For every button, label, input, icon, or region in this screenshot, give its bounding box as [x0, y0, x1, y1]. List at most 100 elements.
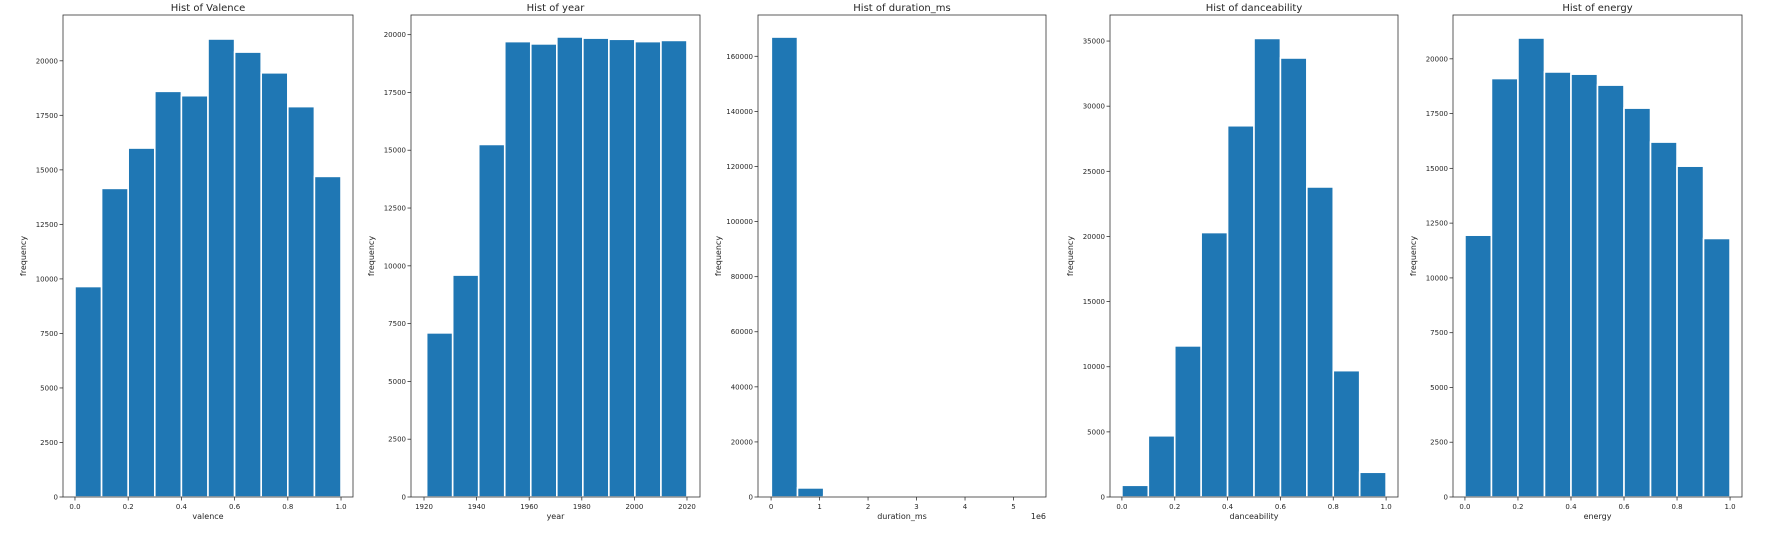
- x-tick-label: 1940: [468, 503, 486, 511]
- histogram-bar: [260, 71, 289, 498]
- y-tick-label: 2500: [40, 439, 58, 447]
- histogram-bar: [1279, 57, 1308, 498]
- x-tick-label: 0.0: [69, 503, 80, 511]
- y-tick-label: 7500: [388, 320, 406, 328]
- histogram-bar: [1490, 77, 1519, 498]
- histogram-bar: [582, 37, 610, 498]
- plot-frame: [1109, 14, 1399, 498]
- y-tick-label: 30000: [1083, 103, 1105, 111]
- histogram-bar: [451, 274, 480, 498]
- histogram-bar: [1200, 231, 1229, 498]
- histogram-bar: [608, 38, 636, 498]
- x-tick-label: 0.4: [1565, 503, 1577, 511]
- histogram-bar: [1464, 234, 1493, 498]
- histogram-bar: [1596, 84, 1625, 498]
- histogram-bar: [1676, 165, 1705, 498]
- y-tick-label: 17500: [1426, 110, 1448, 118]
- x-axis-label: duration_ms: [877, 512, 927, 521]
- histogram-bar: [1623, 107, 1652, 498]
- x-tick-label: 2020: [678, 503, 696, 511]
- chart-title: Hist of year: [527, 3, 586, 14]
- x-tick-label: 1: [817, 503, 821, 511]
- y-axis-label: frequency: [714, 236, 723, 276]
- histogram-bar: [1570, 73, 1599, 498]
- x-tick-label: 0.2: [1169, 503, 1180, 511]
- y-tick-label: 0: [1444, 494, 1448, 502]
- x-tick-label: 2: [866, 503, 870, 511]
- x-tick-label: 1920: [415, 503, 433, 511]
- histogram-bar: [529, 43, 558, 498]
- histogram-bar: [1517, 37, 1546, 498]
- y-tick-label: 2500: [1430, 439, 1448, 447]
- x-axis-label: energy: [1584, 512, 1612, 521]
- y-tick-label: 20000: [731, 438, 753, 446]
- histogram-bar: [1253, 37, 1282, 498]
- y-tick-label: 80000: [731, 273, 753, 281]
- histogram-bar: [287, 105, 316, 498]
- x-tick-label: 0.2: [123, 503, 134, 511]
- histogram-bar: [660, 39, 688, 498]
- y-tick-label: 100000: [726, 218, 753, 226]
- chart-title: Hist of energy: [1562, 3, 1632, 14]
- x-tick-label: 0.4: [176, 503, 188, 511]
- chart-panel-3: 0 1 2 3 4 5 0 20000 40000 60000 80000 100000 120000 1…: [714, 3, 1047, 521]
- x-tick-label: 0.6: [1618, 503, 1630, 511]
- y-tick-label: 12500: [36, 221, 58, 229]
- y-tick-label: 12500: [384, 205, 406, 213]
- histogram-bar: [503, 40, 532, 498]
- y-tick-label: 15000: [1083, 298, 1105, 306]
- chart-panel-4: 0.0 0.2 0.4 0.6 0.8 1.0 0 5000 10000 15000 20000 25…: [1066, 3, 1399, 521]
- y-tick-label: 5000: [388, 378, 406, 386]
- histogram-bar: [770, 36, 799, 498]
- histogram-bar: [180, 94, 209, 498]
- y-tick-label: 25000: [1083, 168, 1105, 176]
- y-axis-label: frequency: [1409, 236, 1418, 276]
- y-tick-label: 0: [54, 494, 58, 502]
- histogram-bar: [313, 175, 342, 498]
- histogram-bar: [1702, 237, 1731, 498]
- chart-panel-1: 0.0 0.2 0.4 0.6 0.8 1.0 0 2500 5000 7500 10000 1250…: [19, 3, 354, 521]
- x-tick-label: 2000: [625, 503, 643, 511]
- y-tick-label: 17500: [36, 112, 58, 120]
- y-tick-label: 0: [749, 494, 753, 502]
- y-axis-label: frequency: [1066, 236, 1075, 276]
- y-tick-label: 15000: [384, 147, 406, 155]
- y-tick-label: 20000: [1083, 233, 1105, 241]
- x-tick-label: 0: [769, 503, 773, 511]
- histogram-bar: [1358, 471, 1387, 498]
- histogram-bar: [1649, 141, 1678, 498]
- histogram-bar: [153, 90, 183, 498]
- y-tick-label: 5000: [40, 384, 58, 392]
- y-tick-label: 120000: [726, 163, 753, 171]
- y-tick-label: 10000: [1426, 274, 1448, 282]
- y-tick-label: 10000: [1083, 363, 1105, 371]
- x-tick-label: 1960: [520, 503, 538, 511]
- y-axis-label: frequency: [19, 236, 28, 276]
- y-tick-label: 10000: [384, 262, 406, 270]
- y-tick-label: 0: [1101, 494, 1105, 502]
- histogram-bar: [1543, 71, 1572, 498]
- histogram-bar: [207, 38, 236, 498]
- x-tick-label: 0.4: [1222, 503, 1234, 511]
- x-tick-label: 0.8: [1671, 503, 1682, 511]
- x-tick-label: 1.0: [1724, 503, 1735, 511]
- x-tick-label: 0.0: [1459, 503, 1470, 511]
- x-tick-label: 3: [914, 503, 918, 511]
- x-tick-label: 5: [1011, 503, 1015, 511]
- y-tick-label: 12500: [1426, 220, 1448, 228]
- y-tick-label: 20000: [1426, 55, 1448, 63]
- y-tick-label: 35000: [1083, 38, 1105, 46]
- y-tick-label: 0: [402, 494, 406, 502]
- histogram-bar: [233, 51, 263, 498]
- y-tick-label: 7500: [40, 330, 58, 338]
- y-tick-label: 40000: [731, 383, 753, 391]
- histogram-bar: [127, 147, 156, 498]
- y-tick-label: 15000: [1426, 165, 1448, 173]
- histogram-bar: [1306, 186, 1335, 498]
- x-tick-label: 0.8: [282, 503, 293, 511]
- y-tick-label: 17500: [384, 89, 406, 97]
- plot-frame: [1452, 14, 1743, 498]
- histogram-bar: [1332, 369, 1361, 498]
- histogram-bar: [425, 332, 454, 498]
